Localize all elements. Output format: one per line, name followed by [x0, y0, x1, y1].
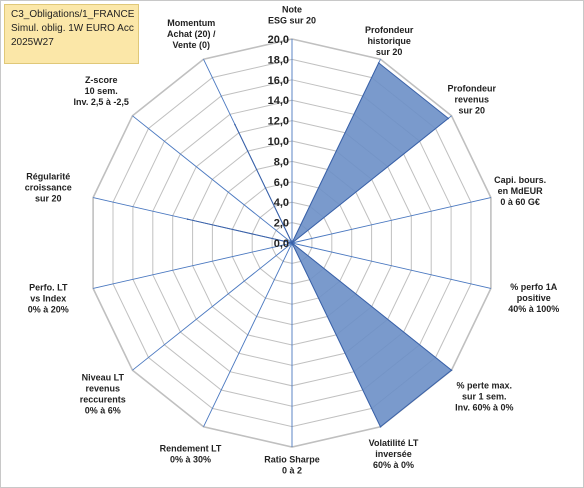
tick-label-0: 0,0 [274, 238, 289, 250]
axis-label-3-line-2: 0 à 60 G€ [500, 197, 540, 207]
axis-label-1: Profondeur historique sur 20 [365, 25, 414, 57]
axis-label-4-line-0: % perfo 1A [510, 282, 558, 292]
axis-label-0-line-0: Note [282, 5, 302, 15]
axis-label-0-line-1: ESG sur 20 [268, 16, 316, 26]
axis-label-7: Ratio Sharpe 0 à 2 [264, 455, 320, 476]
data-point-6 [379, 426, 382, 428]
axis-label-13: Momentum Achat (20) / Vente (0) [167, 18, 216, 50]
tick-label-4: 8,0 [274, 156, 289, 168]
data-point-2 [447, 117, 450, 120]
axis-label-5-line-2: Inv. 60% à 0% [455, 402, 513, 412]
axis-label-13-line-1: Achat (20) / [167, 29, 216, 39]
axis-label-12-line-2: Inv. 2,5 à -2,5 [74, 97, 129, 107]
axis-label-3: Capi. bours. en MdEUR 0 à 60 G€ [494, 175, 546, 207]
title-line-2: Simul. oblig. 1W EURO Acc [11, 23, 134, 34]
axis-spoke-3 [291, 197, 492, 244]
axis-label-6-line-1: inversée [375, 449, 412, 459]
title-line-3: 2025W27 [11, 37, 54, 48]
axis-label-1-line-2: sur 20 [376, 47, 403, 57]
axis-label-9-line-2: reccurents [80, 394, 126, 404]
axis-spoke-12 [132, 115, 293, 244]
axis-label-2-line-2: sur 20 [459, 106, 486, 116]
axis-label-6-line-2: 60% à 0% [373, 460, 414, 470]
tick-label-1: 2,0 [274, 218, 289, 230]
axis-label-11-line-0: Régularité [26, 171, 70, 181]
data-point-12 [291, 242, 293, 244]
axis-spoke-4 [291, 242, 492, 289]
axis-label-0: Note ESG sur 20 [268, 5, 316, 26]
tick-label-5: 10,0 [268, 136, 289, 148]
axis-label-4: % perfo 1A positive 40% à 100% [508, 282, 559, 314]
axis-spoke-10 [92, 242, 293, 289]
axis-label-12-line-1: 10 sem. [85, 86, 118, 96]
axis-label-8-line-1: 0% à 30% [170, 454, 211, 464]
axis-label-9-line-1: revenus [86, 383, 121, 393]
axis-label-5-line-1: sur 1 sem. [462, 391, 507, 401]
title-line-1: C3_Obligations/1_FRANCE [11, 9, 135, 20]
axis-label-9-line-0: Niveau LT [82, 372, 125, 382]
axis-label-11: Régularité croissance sur 20 [25, 171, 72, 203]
tick-label-3: 6,0 [274, 177, 289, 189]
tick-label-8: 16,0 [268, 75, 289, 87]
axis-label-10: Perfo. LT vs Index 0% à 20% [28, 283, 69, 315]
axis-label-9-line-3: 0% à 6% [85, 405, 121, 415]
axis-spoke-8 [203, 242, 293, 427]
data-point-1 [377, 62, 380, 64]
axis-label-8: Rendement LT 0% à 30% [160, 443, 222, 464]
tick-label-9: 18,0 [268, 54, 289, 66]
axis-label-4-line-1: positive [517, 293, 551, 303]
axis-label-5-line-0: % perte max. [457, 380, 513, 390]
axis-label-8-line-0: Rendement LT [160, 443, 222, 453]
tick-label-2: 4,0 [274, 197, 289, 209]
data-point-11 [186, 218, 189, 220]
axis-label-11-line-1: croissance [25, 182, 72, 192]
tick-label-7: 14,0 [268, 95, 289, 107]
tick-label-6: 12,0 [268, 116, 289, 128]
axis-label-2: Profondeur revenus sur 20 [448, 84, 497, 116]
axis-label-10-line-1: vs Index [30, 294, 66, 304]
axis-label-4-line-2: 40% à 100% [508, 304, 559, 314]
axis-label-1-line-0: Profondeur [365, 25, 414, 35]
axis-label-9: Niveau LT revenus reccurents 0% à 6% [80, 372, 126, 415]
axis-label-6-line-0: Volatilité LT [369, 438, 419, 448]
axis-label-12: Z-score 10 sem. Inv. 2,5 à -2,5 [74, 75, 129, 107]
axis-label-12-line-0: Z-score [85, 75, 118, 85]
axis-label-2-line-1: revenus [455, 95, 490, 105]
data-series-area [187, 62, 453, 428]
axis-label-5: % perte max. sur 1 sem. Inv. 60% à 0% [455, 380, 513, 412]
axis-label-10-line-2: 0% à 20% [28, 305, 69, 315]
axis-label-2-line-0: Profondeur [448, 84, 497, 94]
axis-label-11-line-2: sur 20 [35, 193, 62, 203]
axis-spoke-9 [132, 242, 293, 371]
axis-label-3-line-0: Capi. bours. [494, 175, 546, 185]
axis-label-7-line-0: Ratio Sharpe [264, 455, 320, 465]
axis-label-7-line-1: 0 à 2 [282, 466, 302, 476]
tick-label-10: 20,0 [268, 34, 289, 46]
data-point-13 [234, 123, 236, 126]
axis-label-6: Volatilité LT inversée 60% à 0% [369, 438, 419, 470]
data-point-5 [450, 369, 453, 372]
axis-label-10-line-0: Perfo. LT [29, 283, 68, 293]
axis-label-13-line-2: Vente (0) [173, 40, 211, 50]
chart-title-box: C3_Obligations/1_FRANCE Simul. oblig. 1W… [4, 4, 139, 64]
axis-label-1-line-1: historique [367, 36, 411, 46]
axis-label-3-line-1: en MdEUR [498, 186, 544, 196]
axis-label-13-line-0: Momentum [167, 18, 215, 28]
